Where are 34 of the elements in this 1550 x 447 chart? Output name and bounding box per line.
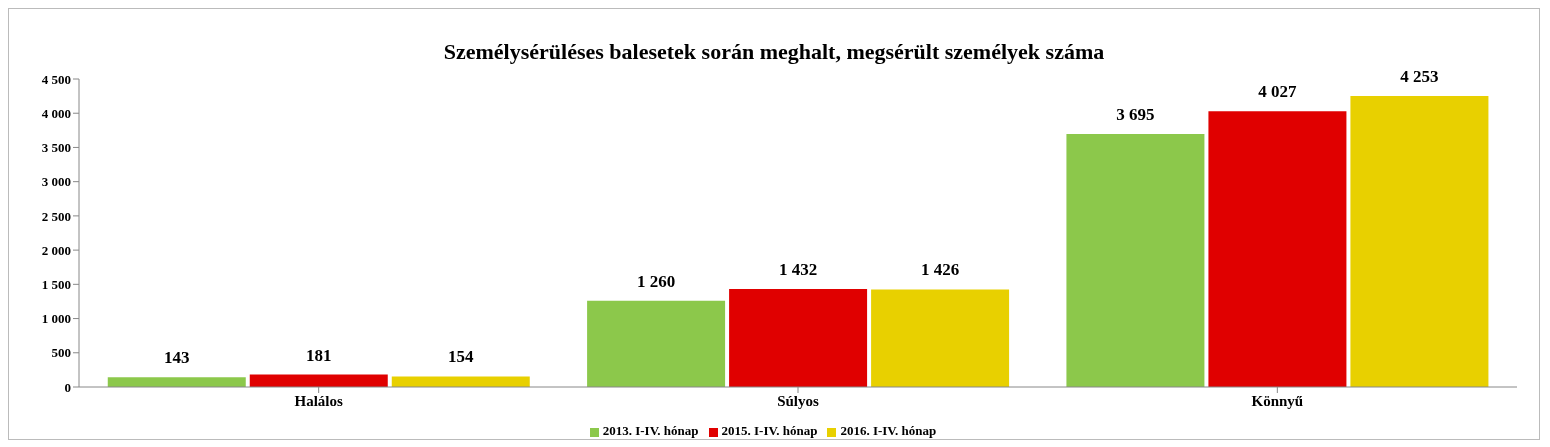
data-label: 4 253 (1400, 66, 1439, 86)
data-label: 1 426 (920, 260, 960, 280)
legend-label: 2016. I-IV. hónap (840, 423, 937, 438)
x-tick-label: Súlyos (777, 392, 819, 409)
y-tick-label: 1 500 (41, 276, 71, 292)
data-label: 143 (164, 348, 190, 368)
bar (1066, 134, 1205, 387)
legend-label: 2015. I-IV. hónap (721, 423, 818, 438)
y-tick-label: 500 (51, 345, 71, 361)
y-tick-label: 3 500 (41, 140, 71, 156)
bar (391, 376, 530, 387)
y-tick-label: 4 500 (41, 71, 71, 87)
y-tick-label: 2 500 (41, 208, 71, 224)
bar (587, 300, 726, 387)
y-tick-label: 1 000 (41, 311, 71, 327)
bar (1208, 111, 1347, 387)
data-label: 3 695 (1116, 105, 1155, 125)
data-label: 1 260 (636, 271, 676, 291)
y-tick-label: 0 (64, 379, 71, 395)
y-tick-label: 3 000 (41, 174, 71, 190)
data-label: 154 (448, 347, 475, 367)
bar (107, 377, 246, 387)
y-tick-label: 4 000 (41, 105, 71, 121)
y-tick-label: 2 000 (41, 242, 71, 258)
chart-title: Személysérüléses balesetek során meghalt, megsérült személyek száma (443, 39, 1105, 64)
data-label: 181 (306, 345, 332, 365)
bar (1350, 95, 1489, 387)
bar (871, 289, 1010, 387)
legend-label: 2013. I-IV. hónap (602, 423, 699, 438)
bar (729, 288, 868, 387)
data-label: 1 432 (778, 259, 818, 279)
x-tick-label: Könnyű (1251, 392, 1304, 409)
data-label: 4 027 (1258, 82, 1298, 102)
x-tick-label: Halálos (294, 392, 343, 409)
